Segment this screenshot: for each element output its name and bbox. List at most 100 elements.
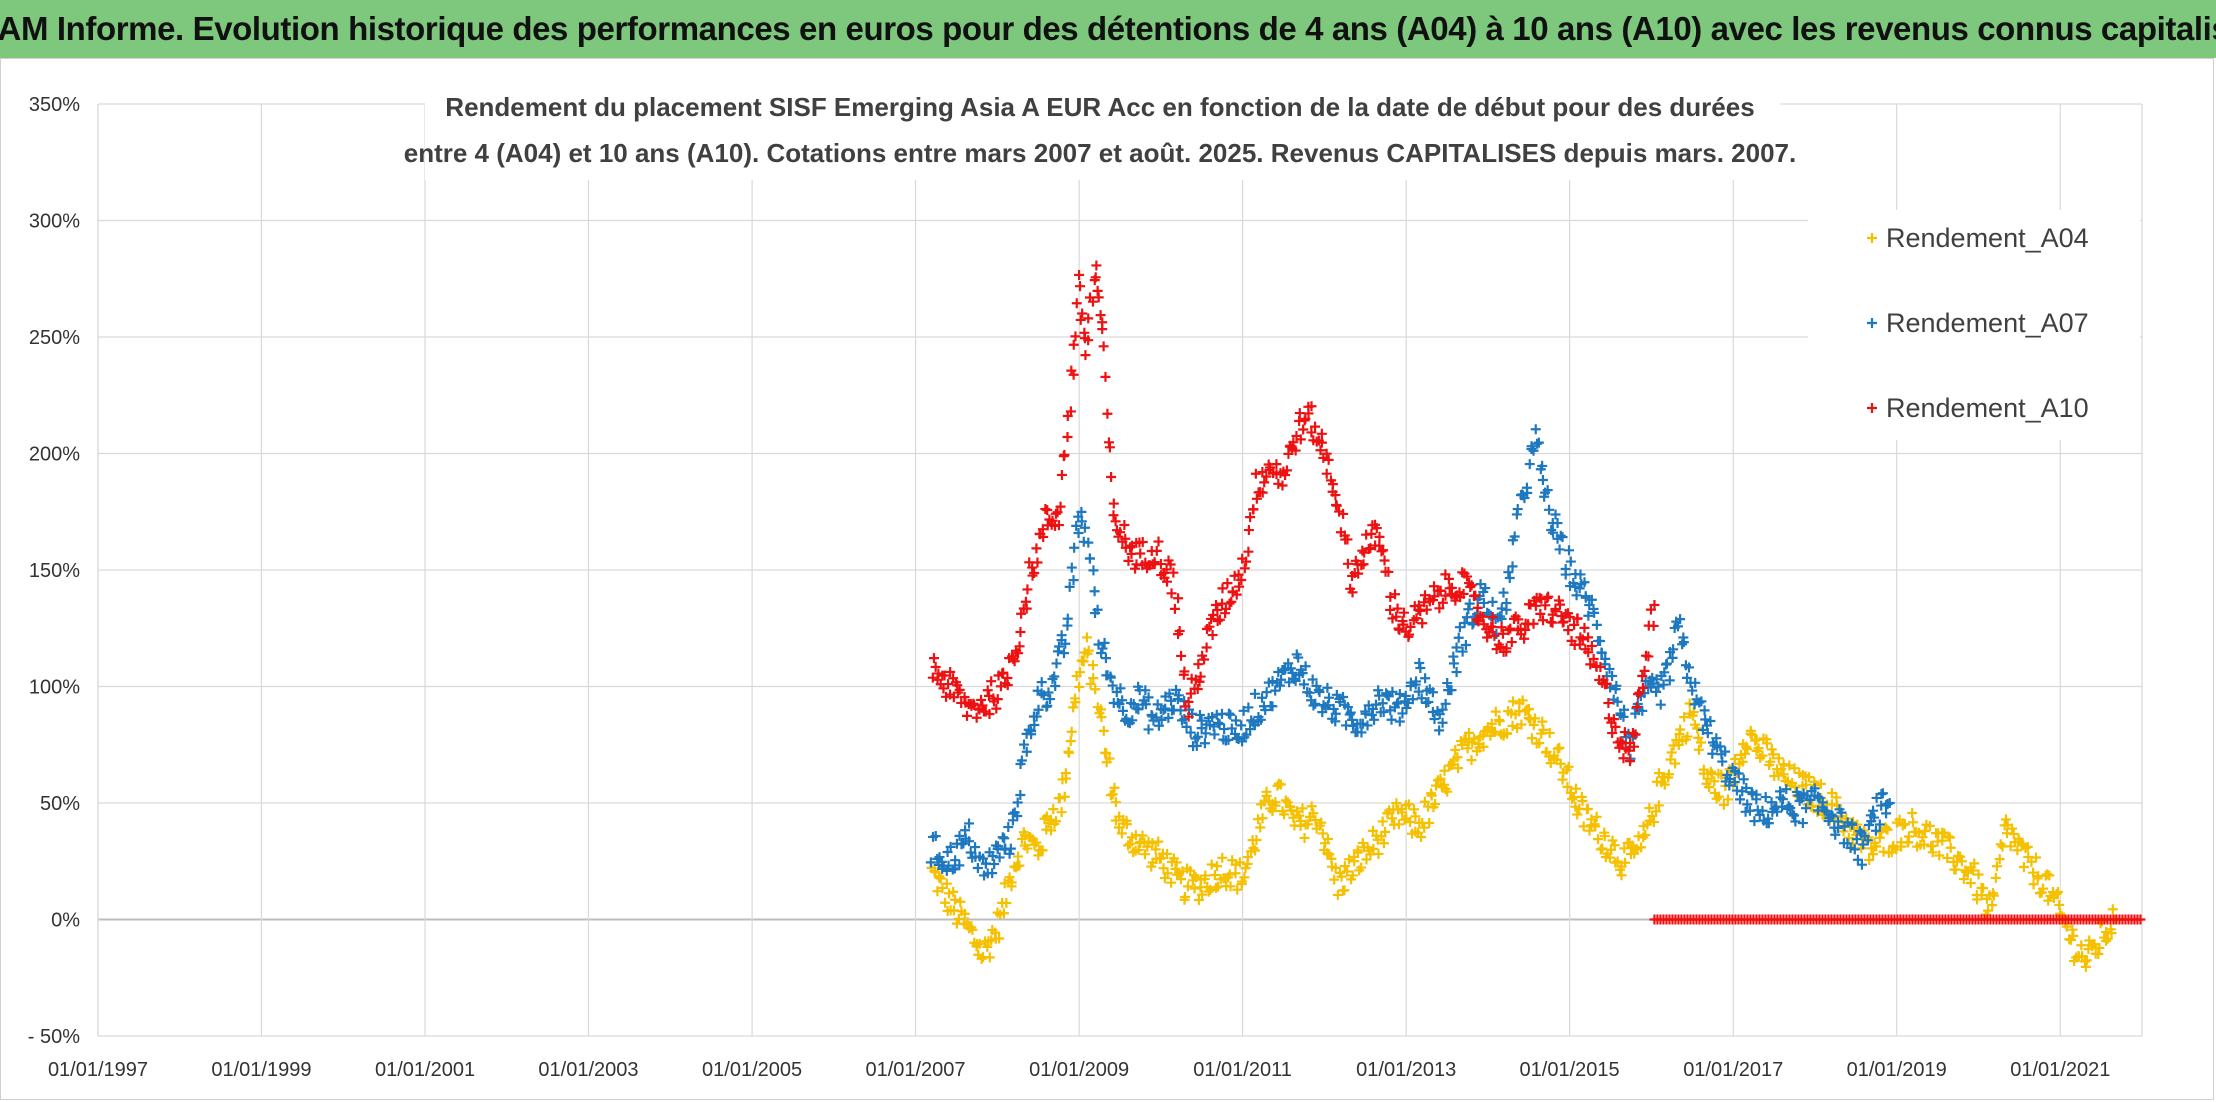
data-point bbox=[1623, 745, 1634, 756]
data-point bbox=[1927, 847, 1938, 858]
data-point bbox=[2028, 879, 2039, 890]
data-point bbox=[1950, 864, 1961, 875]
data-point bbox=[1012, 797, 1023, 808]
data-point bbox=[2101, 935, 2112, 946]
data-point bbox=[1277, 480, 1288, 491]
data-point bbox=[1294, 408, 1305, 419]
data-point bbox=[954, 830, 965, 841]
data-point bbox=[1160, 703, 1171, 714]
data-point bbox=[1529, 713, 1540, 724]
data-point bbox=[1298, 679, 1309, 690]
x-tick-label: 01/01/2005 bbox=[702, 1059, 802, 1081]
data-point bbox=[1088, 673, 1099, 684]
data-point bbox=[1261, 786, 1272, 797]
data-point bbox=[927, 672, 938, 683]
data-point bbox=[1369, 714, 1380, 725]
data-point bbox=[1578, 821, 1589, 832]
data-point bbox=[1099, 637, 1110, 648]
data-point bbox=[1542, 485, 1553, 496]
data-point bbox=[1323, 454, 1334, 465]
x-tick-label: 01/01/2011 bbox=[1193, 1059, 1292, 1081]
data-point bbox=[925, 857, 936, 868]
data-point bbox=[1207, 630, 1218, 641]
data-point bbox=[1002, 680, 1013, 691]
data-point bbox=[1437, 704, 1448, 715]
data-point bbox=[1415, 605, 1426, 616]
data-point bbox=[2031, 852, 2042, 863]
data-point bbox=[982, 941, 993, 952]
data-point bbox=[1308, 700, 1319, 711]
data-point bbox=[1446, 582, 1457, 593]
data-point bbox=[2106, 928, 2117, 939]
data-point bbox=[1137, 830, 1148, 841]
data-point bbox=[1463, 604, 1474, 615]
data-point bbox=[1115, 527, 1126, 538]
data-point bbox=[1290, 445, 1301, 456]
data-point bbox=[1567, 794, 1578, 805]
data-point bbox=[1257, 487, 1268, 498]
data-point bbox=[1517, 695, 1528, 706]
data-point bbox=[1394, 689, 1405, 700]
data-point bbox=[1944, 832, 1955, 843]
data-point bbox=[1288, 673, 1299, 684]
data-point bbox=[1843, 832, 1854, 843]
data-point bbox=[1324, 692, 1335, 703]
data-point bbox=[1636, 842, 1647, 853]
data-point bbox=[1090, 684, 1101, 695]
data-point bbox=[1316, 428, 1327, 439]
data-point bbox=[1275, 779, 1286, 790]
data-point bbox=[2051, 889, 2062, 900]
data-point bbox=[2008, 828, 2019, 839]
data-point bbox=[1081, 632, 1092, 643]
data-point bbox=[1864, 855, 1875, 866]
data-point bbox=[1308, 808, 1319, 819]
data-point bbox=[1919, 839, 1930, 850]
data-point bbox=[1827, 811, 1838, 822]
data-point bbox=[1013, 648, 1024, 659]
data-point bbox=[1297, 668, 1308, 679]
data-point bbox=[1288, 437, 1299, 448]
data-point bbox=[998, 908, 1009, 919]
data-point bbox=[1867, 233, 1877, 243]
data-point bbox=[1489, 630, 1500, 641]
data-point bbox=[1040, 503, 1051, 514]
data-point bbox=[1413, 600, 1424, 611]
data-point bbox=[1698, 764, 1709, 775]
data-point bbox=[1419, 822, 1430, 833]
data-point bbox=[1506, 637, 1517, 648]
data-point bbox=[1169, 603, 1180, 614]
data-point bbox=[1564, 545, 1574, 556]
data-point bbox=[1097, 643, 1108, 654]
data-point bbox=[1394, 624, 1405, 635]
data-point bbox=[1048, 804, 1059, 815]
data-point bbox=[1223, 708, 1234, 719]
data-point bbox=[1434, 603, 1445, 614]
data-point bbox=[954, 684, 965, 695]
data-point bbox=[1448, 658, 1459, 669]
data-point bbox=[1988, 890, 1999, 901]
data-point bbox=[1058, 648, 1069, 659]
data-point bbox=[1633, 689, 1644, 700]
data-point bbox=[1528, 720, 1539, 731]
data-point bbox=[1162, 868, 1173, 879]
data-point bbox=[1586, 594, 1597, 605]
data-point bbox=[1934, 850, 1945, 861]
data-point bbox=[998, 667, 1009, 678]
data-point bbox=[1501, 643, 1512, 654]
data-point bbox=[1580, 592, 1591, 603]
data-point bbox=[1987, 900, 1998, 911]
data-point bbox=[1544, 728, 1555, 739]
x-tick-label: 01/01/2019 bbox=[1847, 1059, 1947, 1081]
data-point bbox=[1643, 651, 1654, 662]
data-point bbox=[1097, 324, 1108, 335]
data-point bbox=[1032, 557, 1043, 568]
x-tick-label: 01/01/2007 bbox=[865, 1059, 965, 1081]
data-point bbox=[1666, 747, 1677, 758]
data-point bbox=[1140, 699, 1151, 710]
data-point bbox=[1267, 676, 1278, 687]
chart-title-backdrop bbox=[425, 86, 1780, 180]
data-point bbox=[1884, 798, 1895, 808]
data-point bbox=[1675, 614, 1686, 625]
data-point bbox=[1033, 704, 1044, 715]
data-point bbox=[1199, 654, 1210, 665]
